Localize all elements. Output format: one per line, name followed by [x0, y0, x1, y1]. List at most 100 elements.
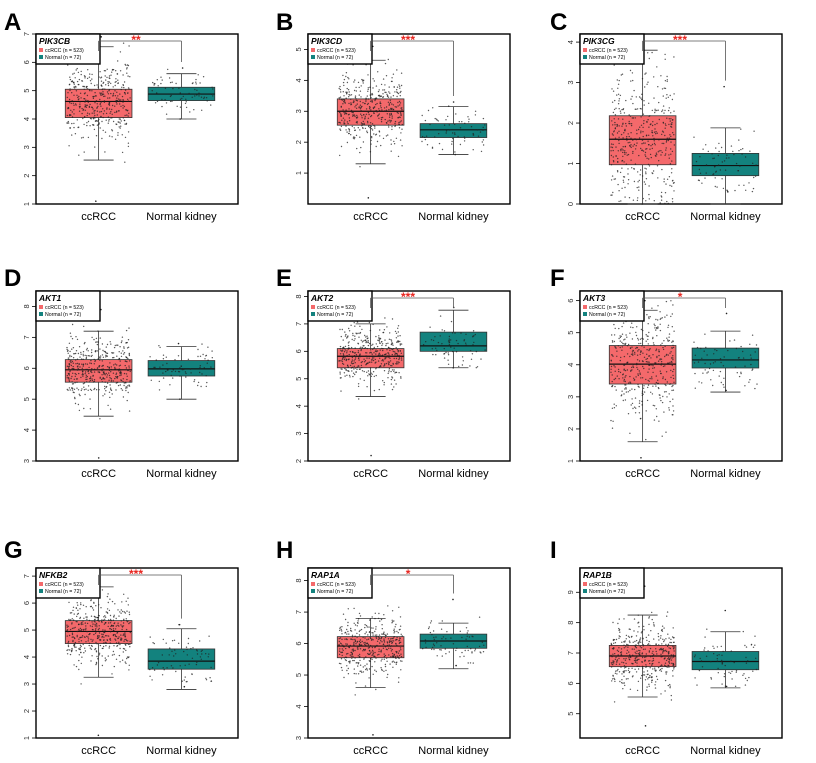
data-point: [610, 179, 613, 181]
data-point: [452, 132, 454, 134]
data-point: [654, 154, 657, 157]
data-point: [745, 646, 748, 648]
data-point: [385, 75, 388, 77]
data-point: [461, 651, 463, 654]
data-point: [670, 369, 672, 372]
data-point: [672, 645, 674, 648]
data-point: [161, 98, 163, 101]
data-point: [118, 358, 121, 360]
data-point: [157, 85, 159, 87]
data-point: [96, 341, 98, 343]
data-point: [635, 145, 637, 147]
data-point: [663, 411, 665, 413]
data-point: [350, 655, 352, 657]
data-point: [111, 352, 113, 354]
data-point: [610, 371, 612, 373]
data-point: [399, 95, 401, 97]
data-point: [382, 96, 385, 98]
data-point: [370, 139, 372, 142]
data-point: [350, 651, 352, 654]
data-point: [653, 140, 655, 142]
data-point: [128, 352, 130, 355]
data-point: [383, 365, 385, 367]
data-point: [128, 384, 130, 386]
data-point: [99, 644, 102, 647]
data-point: [359, 347, 361, 349]
data-point: [637, 368, 639, 370]
data-point: [364, 347, 367, 349]
data-point: [107, 625, 109, 628]
data-point: [364, 685, 367, 687]
data-point: [472, 134, 475, 136]
data-point: [397, 351, 399, 353]
data-point: [387, 372, 389, 375]
data-point: [371, 373, 373, 375]
data-point: [618, 370, 620, 373]
data-point: [66, 96, 69, 99]
data-point: [354, 96, 357, 99]
data-point: [69, 653, 72, 656]
data-point: [117, 344, 119, 346]
data-point: [339, 371, 341, 373]
data-point: [466, 645, 468, 648]
data-point: [78, 372, 80, 375]
data-point: [109, 618, 112, 621]
data-point: [73, 645, 76, 647]
data-point: [654, 111, 656, 114]
data-point: [79, 636, 81, 639]
data-point: [433, 645, 435, 647]
data-point: [68, 601, 70, 604]
data-point: [86, 124, 88, 127]
data-point: [68, 380, 71, 382]
data-point: [463, 655, 465, 657]
data-point: [640, 350, 642, 352]
data-point: [638, 641, 640, 643]
data-point: [393, 386, 395, 388]
data-point: [382, 380, 384, 382]
data-point: [346, 121, 349, 123]
data-point: [339, 642, 342, 644]
data-point: [396, 644, 398, 647]
data-point: [383, 643, 385, 645]
data-point: [629, 655, 631, 657]
data-point: [446, 640, 448, 642]
data-point: [399, 616, 402, 618]
data-point: [377, 635, 379, 638]
data-point: [71, 387, 73, 389]
data-point: [445, 132, 447, 134]
data-point: [752, 646, 755, 648]
data-point: [432, 353, 434, 356]
x-category-label: Normal kidney: [146, 745, 217, 757]
data-point: [362, 671, 365, 673]
data-point: [647, 643, 650, 645]
data-point: [636, 650, 638, 652]
data-point: [126, 72, 128, 74]
data-point: [648, 651, 650, 653]
data-point: [665, 671, 667, 673]
data-point: [614, 327, 616, 330]
data-point: [85, 99, 87, 101]
data-point: [113, 364, 115, 366]
data-point: [365, 339, 367, 341]
data-point: [358, 398, 360, 400]
data-point: [754, 635, 756, 637]
data-point: [69, 102, 71, 104]
data-point: [72, 619, 75, 621]
data-point: [109, 384, 111, 386]
data-point: [354, 335, 356, 337]
data-point: [644, 725, 647, 727]
data-point: [69, 332, 72, 334]
data-point: [70, 102, 73, 105]
data-point: [365, 341, 367, 344]
legend-ccrcc-label: ccRCC (n = 523): [317, 582, 356, 588]
data-point: [649, 115, 651, 117]
data-point: [656, 122, 658, 125]
data-point: [84, 77, 86, 79]
data-point: [664, 134, 666, 137]
data-point: [129, 646, 131, 648]
data-point: [83, 75, 86, 77]
data-point: [116, 375, 119, 378]
data-point: [359, 100, 361, 103]
data-point: [659, 311, 661, 313]
